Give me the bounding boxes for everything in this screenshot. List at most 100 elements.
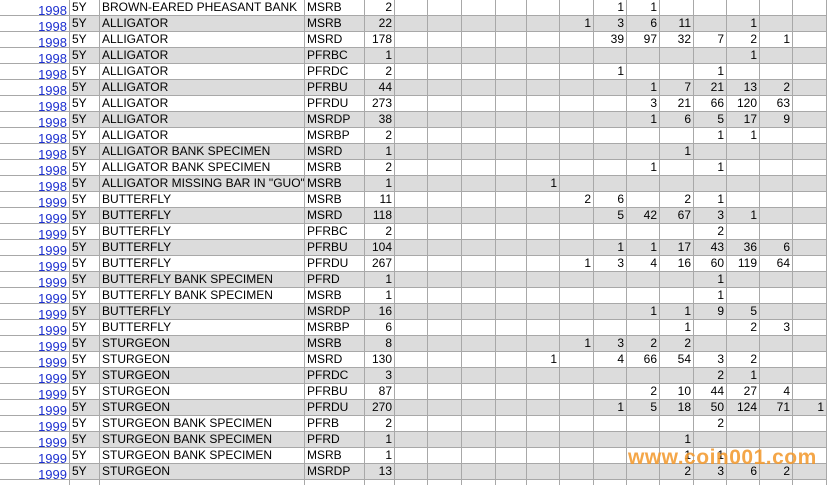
count-cell — [395, 208, 428, 224]
count-cell — [660, 48, 694, 64]
total: 8 — [365, 336, 395, 352]
year-link[interactable]: 1998 — [38, 19, 67, 32]
year-link[interactable]: 1999 — [38, 451, 67, 464]
year-link[interactable]: 1998 — [38, 163, 67, 176]
count-cell — [560, 400, 594, 416]
count-cell — [527, 272, 560, 288]
count-cell — [594, 320, 627, 336]
year-link[interactable]: 1998 — [38, 67, 67, 80]
year-link[interactable]: 1999 — [38, 227, 67, 240]
count-cell: 21 — [694, 80, 727, 96]
count-cell: 1 — [627, 160, 660, 176]
year-link[interactable]: 1999 — [38, 387, 67, 400]
count-cell — [793, 224, 827, 240]
count-cell: 2 — [694, 416, 727, 432]
count-cell — [462, 96, 496, 112]
grade: PFRDC — [305, 368, 365, 384]
count-cell: 66 — [694, 96, 727, 112]
count-cell: 1 — [594, 64, 627, 80]
count-cell: 2 — [694, 224, 727, 240]
year-link[interactable]: 1998 — [38, 51, 67, 64]
year-cell: 1998 — [0, 48, 70, 64]
year-link[interactable]: 1998 — [38, 3, 67, 16]
total: 1 — [365, 432, 395, 448]
year-link[interactable]: 1999 — [38, 371, 67, 384]
year-link[interactable]: 1999 — [38, 275, 67, 288]
count-cell — [428, 144, 462, 160]
count-cell — [694, 0, 727, 16]
count-cell — [560, 448, 594, 464]
count-cell — [527, 304, 560, 320]
year-link[interactable]: 1999 — [38, 435, 67, 448]
year-cell: 1999 — [0, 416, 70, 432]
count-cell: 5 — [594, 208, 627, 224]
count-cell: 42 — [627, 208, 660, 224]
count-cell — [560, 64, 594, 80]
count-cell — [694, 176, 727, 192]
total: 1 — [365, 176, 395, 192]
count-cell — [627, 64, 660, 80]
year-link[interactable]: 1999 — [38, 291, 67, 304]
count-cell — [627, 192, 660, 208]
year-link[interactable]: 1999 — [38, 419, 67, 432]
table-row: 1999 5Y STURGEON PFRDU 270 1 5 18 50 124 71 1 — [0, 400, 827, 416]
count-cell — [660, 224, 694, 240]
coin-name: STURGEON — [100, 384, 305, 400]
count-cell — [395, 160, 428, 176]
count-cell — [560, 432, 594, 448]
denomination: 5Y — [70, 416, 100, 432]
count-cell: 6 — [660, 112, 694, 128]
denomination: 5Y — [70, 256, 100, 272]
count-cell — [527, 64, 560, 80]
count-cell: 63 — [760, 96, 793, 112]
year-link[interactable]: 1998 — [38, 131, 67, 144]
count-cell — [660, 288, 694, 304]
year-link[interactable]: 1999 — [38, 323, 67, 336]
coin-name: ALLIGATOR — [100, 16, 305, 32]
count-cell — [462, 0, 496, 16]
count-cell — [395, 176, 428, 192]
coin-name: ALLIGATOR — [100, 112, 305, 128]
table-row: 1998 5Y ALLIGATOR MISSING BAR IN "GUO" MSRB… — [0, 176, 827, 192]
count-cell — [793, 144, 827, 160]
table-row: 1998 5Y ALLIGATOR PFRBC 1 1 — [0, 48, 827, 64]
count-cell — [793, 176, 827, 192]
total: 2 — [365, 128, 395, 144]
count-cell — [462, 448, 496, 464]
count-cell — [527, 192, 560, 208]
count-cell — [793, 256, 827, 272]
count-cell — [793, 160, 827, 176]
year-link[interactable]: 1999 — [38, 211, 67, 224]
year-link[interactable]: 1999 — [38, 259, 67, 272]
table-row: 1999 5Y BUTTERFLY MSRD 118 5 42 67 3 1 — [0, 208, 827, 224]
year-link[interactable]: 1998 — [38, 99, 67, 112]
count-cell — [527, 208, 560, 224]
year-link[interactable]: 1998 — [38, 115, 67, 128]
year-link[interactable]: 1999 — [38, 195, 67, 208]
year-link[interactable]: 1999 — [38, 467, 67, 480]
year-link[interactable]: 1999 — [38, 355, 67, 368]
year-link[interactable]: 1998 — [38, 147, 67, 160]
year-link[interactable]: 1999 — [38, 307, 67, 320]
empty-cell — [660, 480, 694, 485]
table-row: 1999 5Y STURGEON MSRDP 13 2 3 6 2 — [0, 464, 827, 480]
year-link[interactable]: 1998 — [38, 35, 67, 48]
coin-name: ALLIGATOR — [100, 64, 305, 80]
year-link[interactable]: 1999 — [38, 339, 67, 352]
count-cell — [395, 96, 428, 112]
grade: MSRB — [305, 336, 365, 352]
grade: MSRB — [305, 192, 365, 208]
count-cell — [496, 240, 527, 256]
year-link[interactable]: 1998 — [38, 83, 67, 96]
count-cell — [496, 32, 527, 48]
count-cell — [793, 128, 827, 144]
year-link[interactable]: 1998 — [38, 179, 67, 192]
year-link[interactable]: 1999 — [38, 243, 67, 256]
count-cell: 6 — [627, 16, 660, 32]
count-cell: 39 — [594, 32, 627, 48]
count-cell — [462, 304, 496, 320]
year-link[interactable]: 1999 — [38, 403, 67, 416]
count-cell — [428, 80, 462, 96]
count-cell: 1 — [560, 16, 594, 32]
denomination: 5Y — [70, 368, 100, 384]
